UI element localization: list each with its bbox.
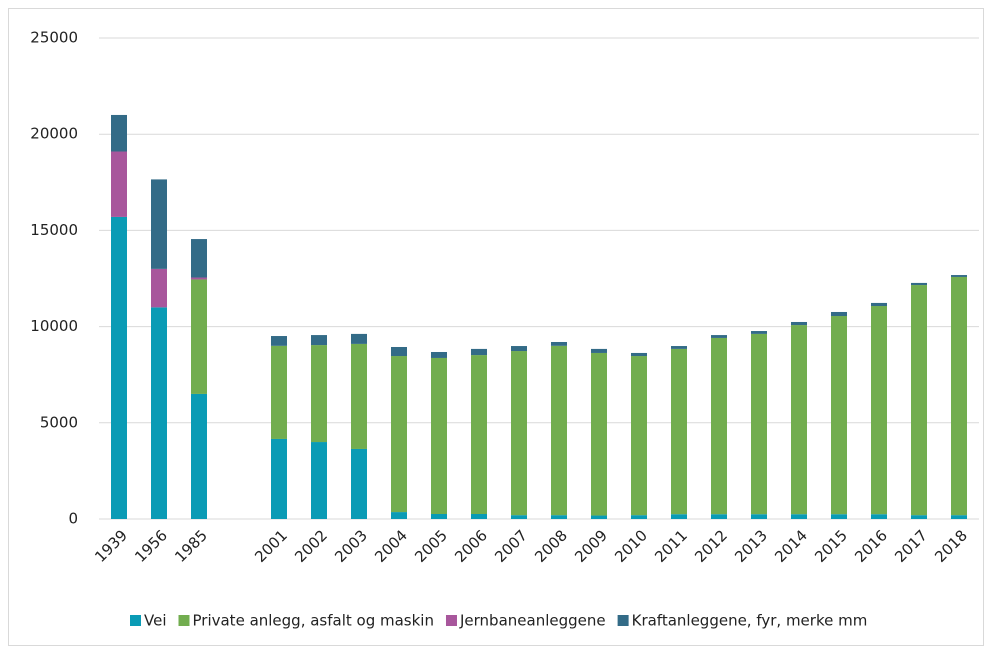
bar-segment [511,515,527,519]
bar-segment [831,316,847,515]
bar-segment [111,216,127,519]
bar-segment [351,343,367,449]
bar-segment [711,335,727,338]
bar-segment [911,515,927,519]
bar-segment [311,442,327,519]
y-tick-label: 0 [68,510,78,528]
bar-segment [751,331,767,334]
bar-segment [471,355,487,514]
bar-segment [591,348,607,353]
bar-segment [351,333,367,344]
bar-segment [151,307,167,519]
bar-segment [791,514,807,519]
y-tick-label: 5000 [40,413,78,431]
legend-swatch [617,615,629,626]
bar-segment [631,356,647,516]
bar-segment [951,276,967,516]
bar-segment [271,345,287,439]
bar-segment [431,351,447,358]
y-tick-label: 25000 [30,29,78,47]
bar-segment [151,268,167,308]
bar-segment [911,285,927,516]
bar-segment [471,513,487,519]
bar-segment [471,348,487,356]
bar-segment [391,512,407,519]
bar-segment [911,282,927,286]
bar-segment [751,333,767,515]
bar-segment [791,325,807,515]
bar-segment [431,357,447,514]
bar-segment [311,335,327,346]
bar-segment [111,151,127,217]
bar-segment [711,337,727,515]
bar-segment [631,515,647,519]
bar-segment [271,336,287,346]
bar-segment [511,346,527,352]
bar-segment [431,513,447,519]
legend-swatch [445,615,457,626]
bar-segment [751,514,767,519]
bar-segment [871,302,887,307]
bar-segment [351,448,367,519]
bar-segment [191,277,207,280]
bar-segment [711,514,727,519]
bar-segment [191,393,207,519]
legend-swatch [178,615,190,626]
bar-segment [671,348,687,515]
bar-segment [511,351,527,516]
bar-segment [391,356,407,513]
bar-segment [671,514,687,519]
bar-segment [591,515,607,519]
bar-segment [951,515,967,519]
bar-segment [831,311,847,317]
bar-segment [551,515,567,519]
bar-segment [111,114,127,152]
bar-segment [311,345,327,443]
bar-segment [791,321,807,326]
bar-segment [591,352,607,516]
legend-label: Jernbaneanleggene [459,612,606,630]
legend-label: Private anlegg, asfalt og maskin [193,612,434,630]
y-tick-label: 15000 [30,221,78,239]
y-tick-label: 20000 [30,125,78,143]
legend-label: Kraftanleggene, fyr, merke mm [632,612,868,630]
bar-segment [951,275,967,277]
bar-segment [551,345,567,516]
legend-swatch [130,615,141,626]
bar-segment [271,438,287,519]
bar-segment [631,352,647,357]
legend-label: Vei [144,612,167,630]
bar-segment [191,239,207,278]
bar-segment [191,279,207,394]
bar-segment [831,514,847,519]
bar-segment [871,306,887,515]
bar-segment [391,346,407,357]
bar-segment [671,346,687,349]
bar-segment [151,179,167,269]
y-tick-label: 10000 [30,317,78,335]
bar-segment [551,341,567,346]
bar-segment [871,514,887,519]
